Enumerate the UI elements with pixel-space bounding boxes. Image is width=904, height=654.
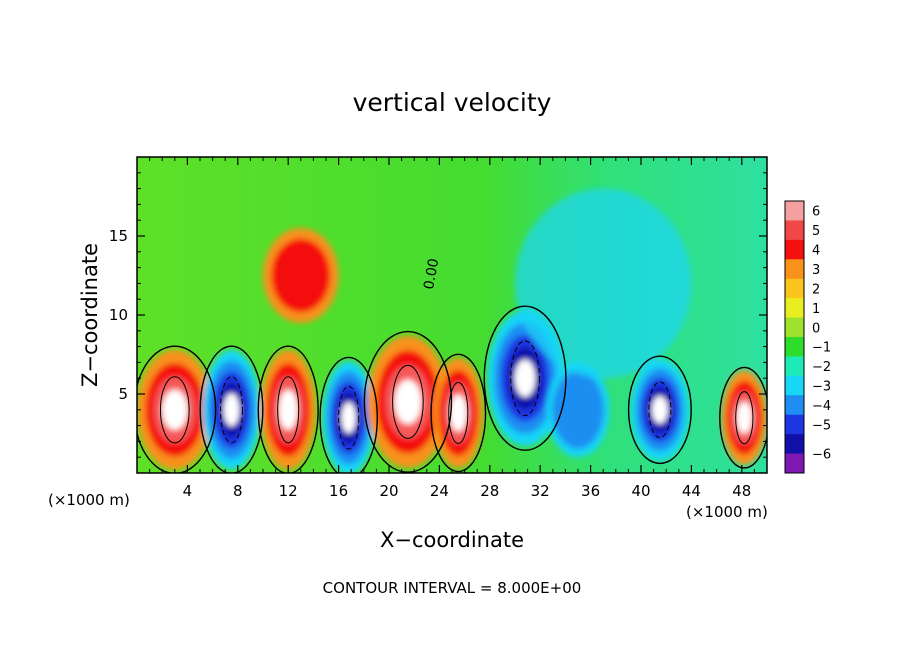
x-tick-label: 20 — [379, 482, 398, 500]
x-tick-label: 32 — [531, 482, 550, 500]
colorbar-label: −4 — [812, 399, 831, 414]
colorbar: 6 5 4 3 2 1 0 −1 −2 −3 −4 −5 −6 — [784, 200, 831, 474]
colorbar-label: 2 — [812, 282, 820, 297]
colorbar-swatch — [785, 414, 804, 435]
inner-contour-line — [510, 340, 540, 417]
colorbar-label: 4 — [812, 244, 820, 259]
zero-contour-line — [257, 345, 319, 473]
field-cell — [271, 238, 331, 313]
field-cell — [278, 389, 298, 430]
x-tick-label: 16 — [329, 482, 348, 500]
colorbar-swatch — [785, 434, 804, 455]
x-unit-right: (×1000 m) — [686, 503, 768, 521]
colorbar-swatch — [785, 337, 804, 357]
field-cell — [736, 401, 752, 434]
field-cell — [223, 393, 240, 427]
colorbar-label: 1 — [812, 302, 820, 317]
colorbar-frame — [784, 200, 805, 474]
x-tick-label: 48 — [732, 482, 751, 500]
inner-contour-line — [392, 364, 424, 439]
x-tick-label: 36 — [581, 482, 600, 500]
contour-label: 0.00 — [421, 257, 442, 290]
field-cell — [341, 402, 356, 434]
field-cell — [651, 396, 668, 424]
colorbar-swatch — [785, 453, 804, 474]
colorbar-swatch — [785, 298, 804, 319]
zero-contour-line — [627, 355, 692, 465]
inner-contour-line — [219, 376, 244, 444]
field-cell — [552, 371, 604, 449]
inner-contour-line — [648, 381, 672, 439]
zero-contour-line — [430, 353, 487, 473]
x-tick-label: 28 — [480, 482, 499, 500]
x-tick-label: 8 — [233, 482, 243, 500]
zero-contour-line — [719, 366, 767, 469]
field-cell — [394, 379, 422, 425]
colorbar-label: −1 — [812, 341, 831, 356]
contour-interval-note: CONTOUR INTERVAL = 8.000E+00 — [323, 579, 582, 597]
field-cell — [514, 359, 536, 397]
colorbar-label: 3 — [812, 263, 820, 278]
zero-contours — [137, 305, 767, 473]
inner-contour-line — [448, 382, 469, 444]
zero-contour-line — [319, 356, 378, 473]
inner-contour-line — [277, 376, 300, 444]
colorbar-swatch — [785, 375, 804, 396]
zero-contour-line — [137, 345, 217, 473]
field-cell — [515, 188, 692, 379]
y-tick-label: 5 — [118, 385, 128, 403]
x-unit-left: (×1000 m) — [48, 491, 130, 509]
y-tick-label: 10 — [109, 306, 128, 324]
chart-title: vertical velocity — [353, 88, 552, 117]
colorbar-label: −6 — [812, 448, 831, 463]
colorbar-label: −5 — [812, 418, 831, 433]
colorbar-label: 5 — [812, 224, 820, 239]
y-axis: 5 10 15 — [109, 172, 767, 458]
y-tick-label: 15 — [109, 227, 128, 245]
zero-contour-line — [483, 305, 567, 451]
colorbar-swatch — [785, 395, 804, 416]
x-axis: 4 8 12 16 20 24 28 32 36 40 44 48 — [149, 157, 755, 500]
x-tick-label: 4 — [183, 482, 193, 500]
inner-contour-line — [159, 376, 190, 444]
colorbar-swatch — [785, 220, 804, 241]
colorbar-swatch — [785, 317, 804, 338]
colorbar-swatch — [785, 201, 804, 221]
zero-contour-line — [199, 345, 264, 473]
inner-contour-line — [338, 385, 360, 450]
velocity-field — [137, 188, 767, 473]
field-cell — [162, 389, 188, 430]
colorbar-swatch — [785, 259, 804, 280]
x-tick-label: 12 — [279, 482, 298, 500]
plot-area — [137, 157, 767, 473]
field-cell — [449, 394, 467, 432]
colorbar-label: −2 — [812, 360, 831, 375]
zero-contour-line — [363, 330, 453, 473]
colorbar-label: −3 — [812, 380, 831, 395]
colorbar-swatch — [785, 239, 804, 260]
colorbar-swatch — [785, 356, 804, 377]
x-tick-label: 40 — [631, 482, 650, 500]
inner-contour-line — [735, 391, 754, 445]
x-tick-label: 44 — [682, 482, 701, 500]
x-tick-label: 24 — [430, 482, 449, 500]
x-axis-label: X−coordinate — [380, 528, 524, 552]
y-axis-label: Z−coordinate — [78, 243, 102, 387]
colorbar-label: 6 — [812, 205, 820, 220]
colorbar-swatch — [785, 278, 804, 299]
colorbar-label: 0 — [812, 321, 820, 336]
